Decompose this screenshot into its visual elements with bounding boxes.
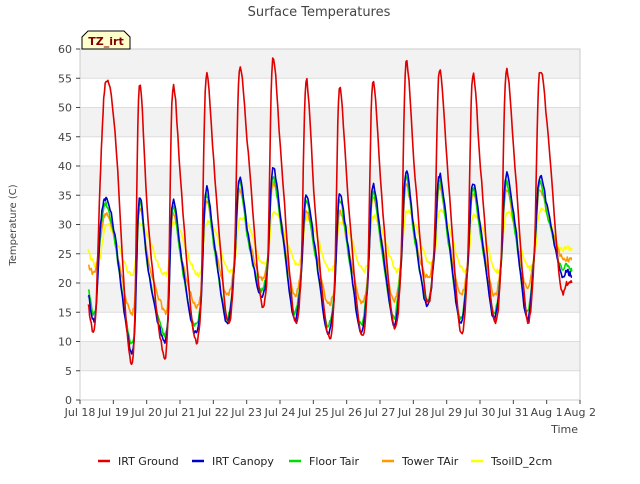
x-axis-label: Time bbox=[550, 423, 578, 436]
legend-item: IRT Ground bbox=[98, 455, 179, 468]
y-axis: 0 5 10 15 20 25 30 35 40 45 50 55 60 bbox=[58, 43, 80, 407]
legend-item: Floor Tair bbox=[289, 455, 360, 468]
x-tick-label: Jul 29 bbox=[430, 406, 462, 419]
y-tick-label: 5 bbox=[65, 365, 72, 378]
y-tick-label: 15 bbox=[58, 306, 72, 319]
y-tick-label: 35 bbox=[58, 189, 72, 202]
x-tick-label: Aug 1 bbox=[531, 406, 563, 419]
series-line-tower-tair bbox=[87, 180, 573, 317]
x-tick-label: Jul 18 bbox=[64, 406, 96, 419]
x-tick-label: Jul 19 bbox=[97, 406, 129, 419]
y-tick-label: 25 bbox=[58, 248, 72, 261]
y-tick-label: 55 bbox=[58, 72, 72, 85]
x-tick-label: Jul 20 bbox=[130, 406, 162, 419]
series-layer bbox=[87, 57, 573, 366]
grid-band bbox=[80, 341, 580, 371]
grid-band bbox=[80, 224, 580, 254]
x-tick-label: Jul 31 bbox=[497, 406, 529, 419]
legend-item: Tower TAir bbox=[382, 455, 459, 468]
x-tick-label: Jul 24 bbox=[264, 406, 296, 419]
y-tick-label: 60 bbox=[58, 43, 72, 56]
grid-band bbox=[80, 49, 580, 79]
legend-label: Tower TAir bbox=[401, 455, 459, 468]
legend-label: Floor Tair bbox=[309, 455, 360, 468]
series-line-tsoild-2cm bbox=[87, 207, 573, 278]
x-tick-label: Jul 22 bbox=[197, 406, 229, 419]
legend: IRT Ground IRT Canopy Floor Tair Tower TAir… bbox=[98, 455, 552, 468]
legend-item: IRT Canopy bbox=[192, 455, 274, 468]
x-tick-label: Jul 23 bbox=[230, 406, 262, 419]
legend-label: IRT Ground bbox=[118, 455, 179, 468]
x-tick-label: Jul 26 bbox=[330, 406, 362, 419]
grid-band bbox=[80, 107, 580, 137]
y-tick-label: 10 bbox=[58, 336, 72, 349]
x-tick-label: Jul 21 bbox=[164, 406, 196, 419]
y-tick-label: 20 bbox=[58, 277, 72, 290]
y-tick-label: 30 bbox=[58, 219, 72, 232]
legend-label: IRT Canopy bbox=[212, 455, 274, 468]
legend-item: TsoilD_2cm bbox=[471, 455, 552, 468]
x-tick-label: Jul 25 bbox=[297, 406, 329, 419]
y-tick-label: 45 bbox=[58, 131, 72, 144]
y-tick-label: 40 bbox=[58, 160, 72, 173]
x-tick-label: Aug 2 bbox=[564, 406, 596, 419]
x-tick-label: Jul 27 bbox=[364, 406, 396, 419]
y-axis-label: Temperature (C) bbox=[8, 184, 19, 266]
x-tick-label: Jul 28 bbox=[397, 406, 429, 419]
y-tick-label: 0 bbox=[65, 394, 72, 407]
x-tick-label: Jul 30 bbox=[464, 406, 496, 419]
series-line-irt-ground bbox=[87, 57, 573, 366]
y-tick-label: 50 bbox=[58, 102, 72, 115]
badge-label: TZ_irt bbox=[88, 35, 123, 48]
plot-background bbox=[80, 48, 580, 401]
grid-band bbox=[80, 166, 580, 196]
tz-irt-badge: TZ_irt bbox=[81, 30, 131, 50]
x-axis: Jul 18 Jul 19 Jul 20 Jul 21 Jul 22 Jul 23 Jul … bbox=[64, 400, 596, 419]
chart-title: Surface Temperatures bbox=[248, 5, 391, 20]
legend-label: TsoilD_2cm bbox=[490, 455, 552, 468]
